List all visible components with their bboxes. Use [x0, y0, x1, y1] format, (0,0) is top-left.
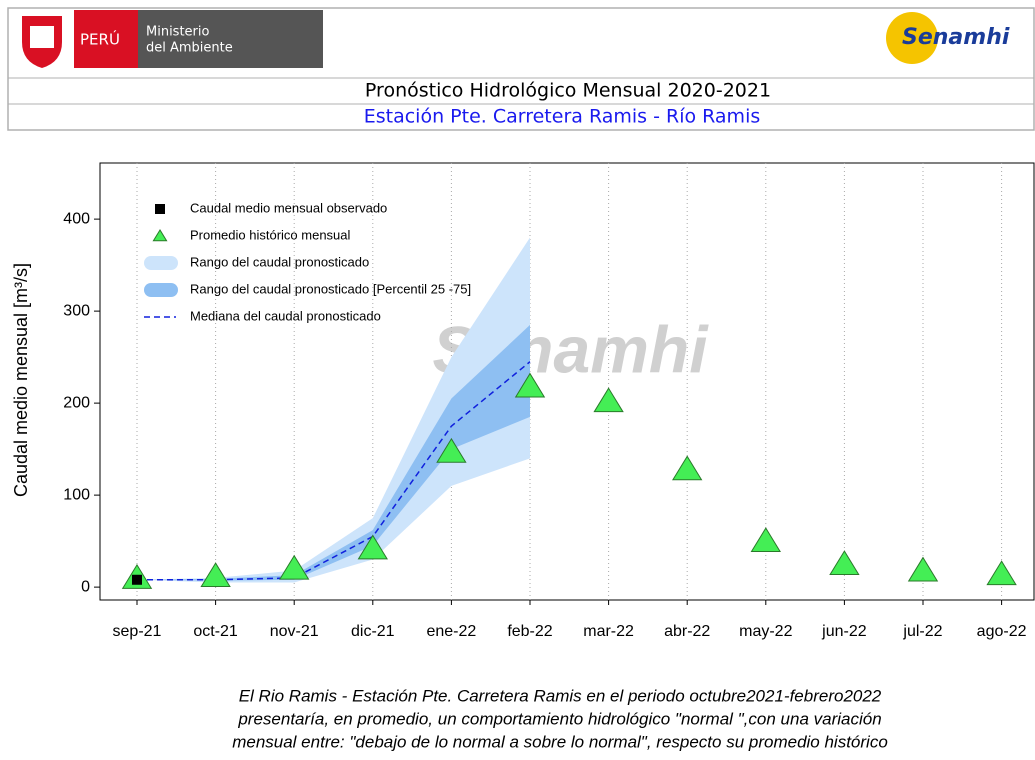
- caption: El Rio Ramis - Estación Pte. Carretera R…: [239, 686, 882, 705]
- y-tick-label: 400: [63, 210, 90, 227]
- plot-frame: [99, 162, 1035, 601]
- legend-swatch: [144, 256, 178, 270]
- y-tick-label: 300: [63, 302, 90, 319]
- y-tick-label: 0: [81, 578, 90, 595]
- x-tick-label: jul-22: [902, 623, 942, 640]
- historical-marker: [436, 437, 467, 463]
- x-tick-label: may-22: [739, 623, 792, 640]
- ministry: del Ambiente: [146, 41, 233, 56]
- header-box: [7, 7, 1035, 131]
- historical-marker: [357, 534, 388, 560]
- median-line: [137, 361, 531, 581]
- x-tick-label: mar-22: [583, 623, 634, 640]
- x-tick-label: sep-21: [113, 623, 162, 640]
- y-axis-label: Caudal medio mensual [m³/s]: [11, 263, 31, 497]
- y-tick-label: 100: [63, 486, 90, 503]
- sun: [886, 12, 938, 64]
- x-tick-label: feb-22: [507, 623, 552, 640]
- legend-label: Rango del caudal pronosticado [Percentil…: [190, 281, 471, 296]
- historical-marker: [750, 527, 781, 553]
- historical-marker: [593, 387, 624, 413]
- ministry-box: [138, 10, 323, 68]
- ministry: Ministerio: [146, 25, 210, 40]
- x-tick-label: dic-21: [351, 623, 395, 640]
- legend-swatch: [144, 283, 178, 297]
- observed-marker: [132, 574, 142, 585]
- legend-label: Mediana del caudal pronosticado: [190, 308, 381, 323]
- caption: mensual entre: "debajo de lo normal a so…: [232, 732, 888, 751]
- historical-marker: [200, 562, 231, 587]
- senamhi-logo: Senamhi: [886, 12, 1010, 64]
- historical-marker: [279, 554, 310, 580]
- legend-swatch: [152, 229, 168, 242]
- historical-marker: [829, 550, 860, 576]
- legend-label: Rango del caudal pronosticado: [190, 254, 369, 269]
- y-tick-label: 200: [63, 394, 90, 411]
- x-tick-label: nov-21: [270, 623, 319, 640]
- title: Pronóstico Hidrológico Mensual 2020-2021: [365, 80, 771, 102]
- peru-box: [74, 10, 138, 68]
- x-tick-label: ago-22: [977, 623, 1027, 640]
- x-tick-label: ene-22: [426, 623, 476, 640]
- x-tick-label: jun-22: [821, 623, 867, 640]
- shield-center: [30, 26, 54, 48]
- legend-label: Promedio histórico mensual: [190, 227, 351, 242]
- historical-marker: [514, 372, 546, 398]
- historical-marker: [986, 560, 1017, 586]
- agency: Senamhi: [902, 25, 1010, 50]
- peru-logo: PERÚ Ministerio del Ambiente: [22, 10, 323, 68]
- historical-marker: [907, 556, 939, 582]
- historical-marker: [672, 455, 703, 481]
- forecast-band: [137, 237, 530, 583]
- x-tick-label: oct-21: [193, 623, 238, 640]
- country: PERÚ: [80, 30, 120, 49]
- caption: presentaría, en promedio, un comportamie…: [237, 709, 881, 728]
- x-tick-label: abr-22: [664, 623, 710, 640]
- legend-label: Caudal medio mensual observado: [190, 200, 387, 215]
- legend-swatch: [155, 204, 165, 214]
- subtitle: Estación Pte. Carretera Ramis - Río Rami…: [364, 106, 761, 128]
